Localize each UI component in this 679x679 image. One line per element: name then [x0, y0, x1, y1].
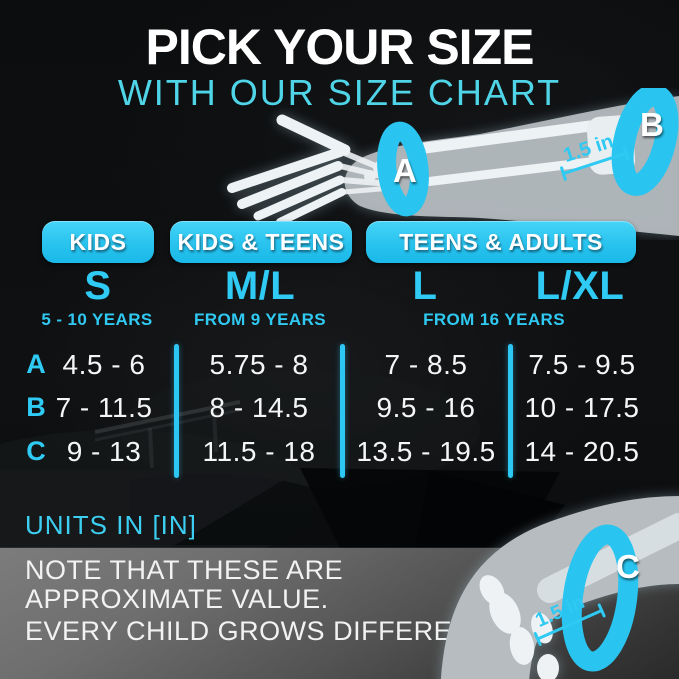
note-line-3: EVERY CHILD GROWS DIFFERENTLY — [25, 616, 522, 646]
group-pill-teens-adults: TEENS & ADULTS — [366, 221, 636, 263]
cell-b-lxl: 10 - 17.5 — [524, 392, 640, 423]
cell-c-s: 9 - 13 — [66, 436, 142, 467]
size-label-lxl: L/XL — [535, 264, 625, 308]
cell-b-s: 7 - 11.5 — [55, 392, 153, 423]
cell-a-l: 7 - 8.5 — [384, 349, 468, 380]
group-pill-kids-teens-label: KIDS & TEENS — [177, 228, 345, 255]
page-title: PICK YOUR SIZE — [145, 19, 535, 75]
age-range-kids-teens: FROM 9 YEARS — [193, 310, 326, 329]
age-range-kids: 5 - 10 YEARS — [41, 310, 153, 329]
note-line-2: APPROXIMATE VALUE. — [25, 584, 329, 614]
cell-b-l: 9.5 - 16 — [376, 392, 476, 423]
size-label-l: L — [412, 264, 438, 308]
cell-c-ml: 11.5 - 18 — [202, 436, 316, 467]
cell-a-ml: 5.75 - 8 — [209, 349, 309, 380]
page-subtitle: WITH OUR SIZE CHART — [117, 72, 562, 113]
size-label-s: S — [84, 264, 112, 308]
group-pill-teens-adults-label: TEENS & ADULTS — [399, 228, 603, 255]
row-label-b: B — [26, 392, 46, 422]
cell-a-s: 4.5 - 6 — [62, 349, 146, 380]
column-divider — [508, 344, 513, 478]
cell-c-l: 13.5 - 19.5 — [356, 436, 496, 467]
column-divider — [174, 344, 179, 478]
group-pill-kids-teens: KIDS & TEENS — [170, 221, 352, 263]
row-label-c: C — [26, 436, 46, 466]
cell-b-ml: 8 - 14.5 — [209, 392, 309, 423]
group-pill-kids-label: KIDS — [69, 228, 127, 255]
column-divider — [340, 344, 345, 478]
size-label-ml: M/L — [224, 264, 296, 308]
group-pill-kids: KIDS — [42, 221, 154, 263]
cell-a-lxl: 7.5 - 9.5 — [528, 349, 636, 380]
age-range-teens-adults: FROM 16 YEARS — [423, 310, 565, 329]
units-note: UNITS IN [IN] — [25, 510, 197, 540]
row-label-a: A — [26, 349, 46, 379]
note-line-1: NOTE THAT THESE ARE — [25, 555, 344, 585]
cell-c-lxl: 14 - 20.5 — [524, 436, 640, 467]
note-band: NOTE THAT THESE ARE APPROXIMATE VALUE. E… — [0, 548, 679, 679]
